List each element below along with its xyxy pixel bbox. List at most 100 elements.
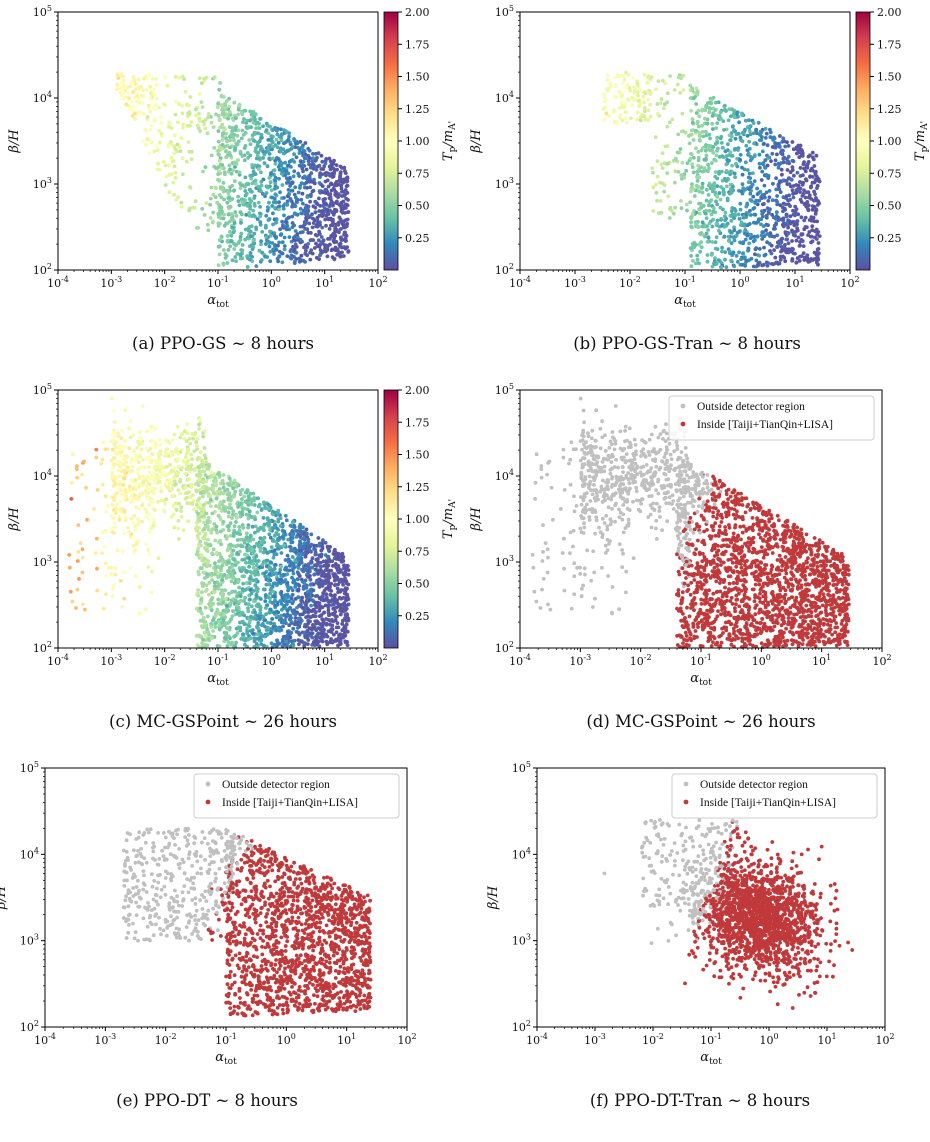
data-point	[341, 177, 345, 182]
data-point	[181, 528, 186, 533]
data-point	[201, 506, 206, 511]
data-point	[712, 206, 716, 211]
data-point	[253, 172, 258, 177]
data-point	[774, 176, 778, 181]
data-point	[251, 562, 256, 566]
data-point	[316, 238, 321, 243]
data-point	[672, 88, 677, 92]
data-point	[786, 247, 791, 252]
data-point	[228, 110, 232, 114]
data-point	[232, 160, 237, 165]
data-point	[269, 188, 274, 193]
data-point	[277, 240, 281, 245]
data-point	[743, 118, 748, 123]
data-point	[205, 131, 210, 136]
data-point	[274, 137, 279, 142]
data-point	[150, 123, 154, 128]
data-point	[298, 140, 303, 144]
data-point	[194, 606, 199, 611]
data-point	[258, 205, 262, 209]
data-point	[601, 107, 606, 111]
data-point	[150, 452, 155, 456]
data-point	[245, 265, 250, 269]
data-point	[110, 586, 115, 591]
data-point	[237, 585, 242, 590]
data-point	[230, 129, 235, 134]
data-point	[276, 157, 281, 161]
data-point	[288, 255, 293, 260]
data-point	[778, 203, 783, 208]
data-point	[720, 249, 724, 254]
data-point	[680, 160, 685, 165]
data-point	[173, 146, 178, 151]
data-point	[258, 220, 263, 225]
data-point	[137, 100, 142, 105]
data-point	[313, 210, 318, 215]
data-point	[174, 447, 179, 451]
data-point	[269, 171, 273, 176]
data-point	[728, 114, 733, 119]
data-point	[714, 235, 719, 240]
data-point	[751, 131, 756, 136]
data-point	[765, 206, 770, 211]
data-point	[694, 221, 699, 226]
data-point	[702, 166, 707, 171]
data-point	[290, 555, 295, 559]
data-point	[151, 105, 155, 110]
data-point	[302, 644, 307, 648]
data-point	[783, 259, 788, 264]
panel-a: 10-4 10-3 10-2 10-1 100 101 102102103104105αto…	[7, 4, 458, 353]
data-point	[224, 155, 229, 160]
data-point	[238, 186, 243, 191]
data-point	[272, 205, 277, 210]
data-point	[608, 84, 613, 89]
data-point	[666, 194, 671, 199]
data-point	[798, 197, 803, 202]
data-point	[233, 116, 238, 120]
data-point	[229, 212, 234, 217]
data-point	[222, 166, 226, 171]
data-point	[116, 434, 121, 439]
data-point	[762, 245, 766, 250]
data-point	[711, 127, 715, 131]
data-point	[303, 554, 308, 559]
data-point	[334, 163, 339, 168]
data-point	[154, 77, 158, 81]
data-point	[202, 630, 207, 635]
data-point	[795, 170, 800, 175]
data-point	[757, 253, 762, 258]
data-point	[738, 135, 743, 140]
data-point	[275, 583, 279, 587]
data-point	[339, 606, 344, 611]
data-point	[268, 180, 273, 185]
data-point	[156, 499, 160, 504]
data-point	[226, 191, 231, 196]
data-point	[753, 252, 757, 257]
data-point	[291, 174, 296, 179]
data-point	[757, 247, 762, 251]
data-point	[255, 153, 260, 158]
data-point	[264, 128, 269, 133]
data-point	[690, 117, 695, 122]
data-point	[738, 240, 742, 245]
data-point	[76, 523, 81, 527]
data-point	[239, 136, 244, 141]
data-point	[135, 517, 140, 522]
y-axis-label: β/H	[7, 129, 22, 154]
data-point	[111, 583, 116, 588]
data-point	[720, 245, 724, 250]
data-point	[262, 528, 266, 533]
data-point	[637, 104, 642, 109]
data-point	[294, 155, 299, 160]
data-point	[752, 153, 757, 158]
data-point	[248, 118, 252, 123]
data-point	[205, 467, 210, 471]
data-point	[688, 200, 692, 205]
data-point	[768, 231, 773, 236]
data-point	[700, 190, 705, 195]
colorbar-tick-label: 1.75	[405, 38, 430, 51]
data-point	[726, 118, 731, 123]
data-point	[159, 115, 164, 120]
data-point	[109, 439, 114, 443]
